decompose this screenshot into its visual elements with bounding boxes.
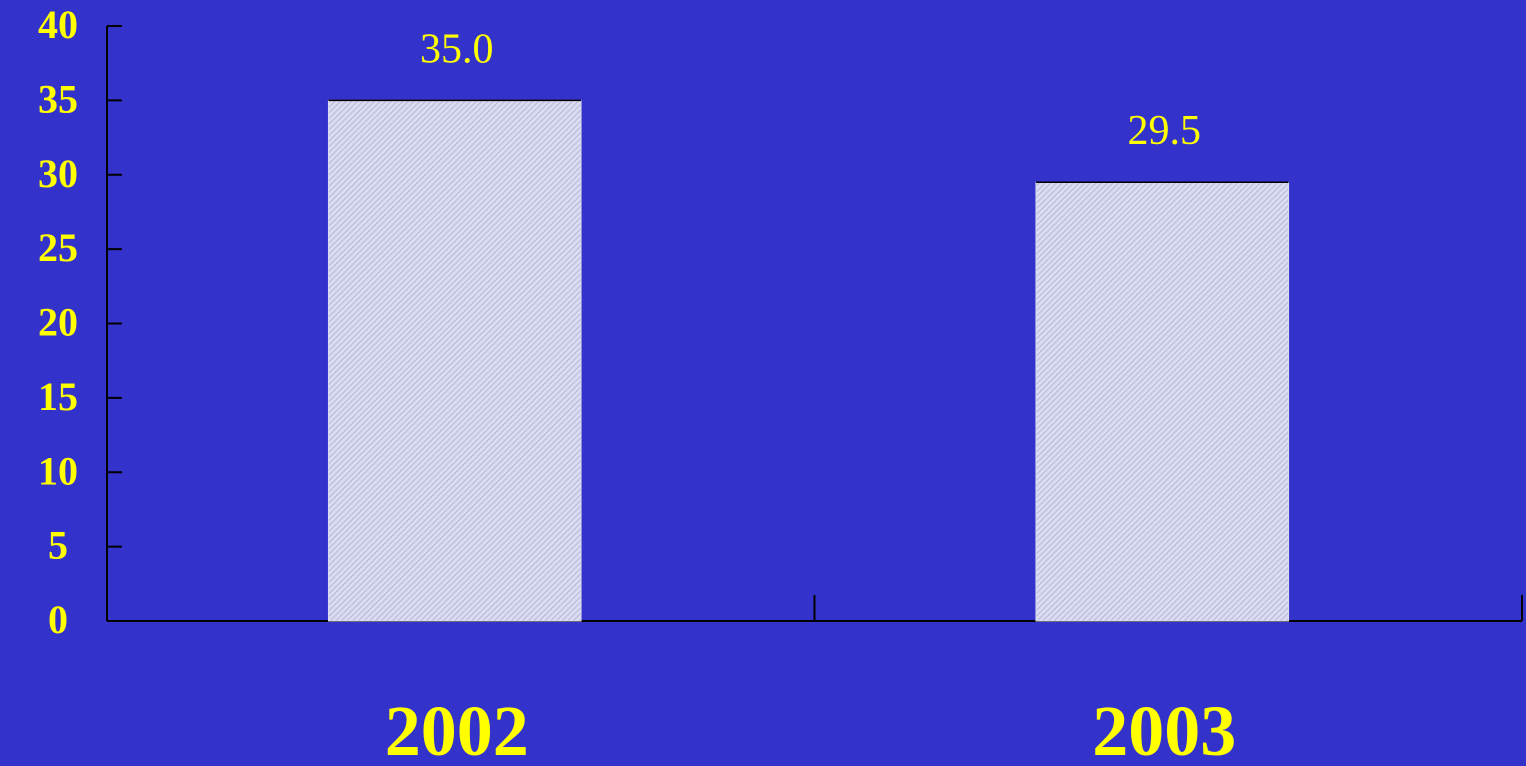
y-tick-label: 20 bbox=[38, 300, 78, 345]
y-tick-label: 30 bbox=[38, 151, 78, 196]
data-label: 29.5 bbox=[1128, 108, 1202, 154]
y-tick-label: 35 bbox=[38, 76, 78, 121]
y-tick-label: 0 bbox=[48, 597, 68, 642]
y-tick-label: 10 bbox=[38, 448, 78, 493]
data-label: 35.0 bbox=[420, 26, 494, 72]
axes bbox=[106, 25, 1523, 622]
bar-2002 bbox=[327, 99, 582, 622]
labels: 0 5 10 15 20 25 30 35 40 35.0 2002 29.5 2003 bbox=[38, 2, 1236, 766]
x-category-label: 2002 bbox=[385, 691, 529, 761]
y-tick-label: 5 bbox=[48, 523, 68, 568]
x-category-label: 2003 bbox=[1092, 691, 1236, 761]
bars bbox=[327, 99, 1290, 622]
y-tick-label: 40 bbox=[38, 2, 78, 47]
bar-2003 bbox=[1035, 181, 1290, 622]
y-tick-label: 15 bbox=[38, 374, 78, 419]
y-tick-label: 25 bbox=[38, 225, 78, 270]
